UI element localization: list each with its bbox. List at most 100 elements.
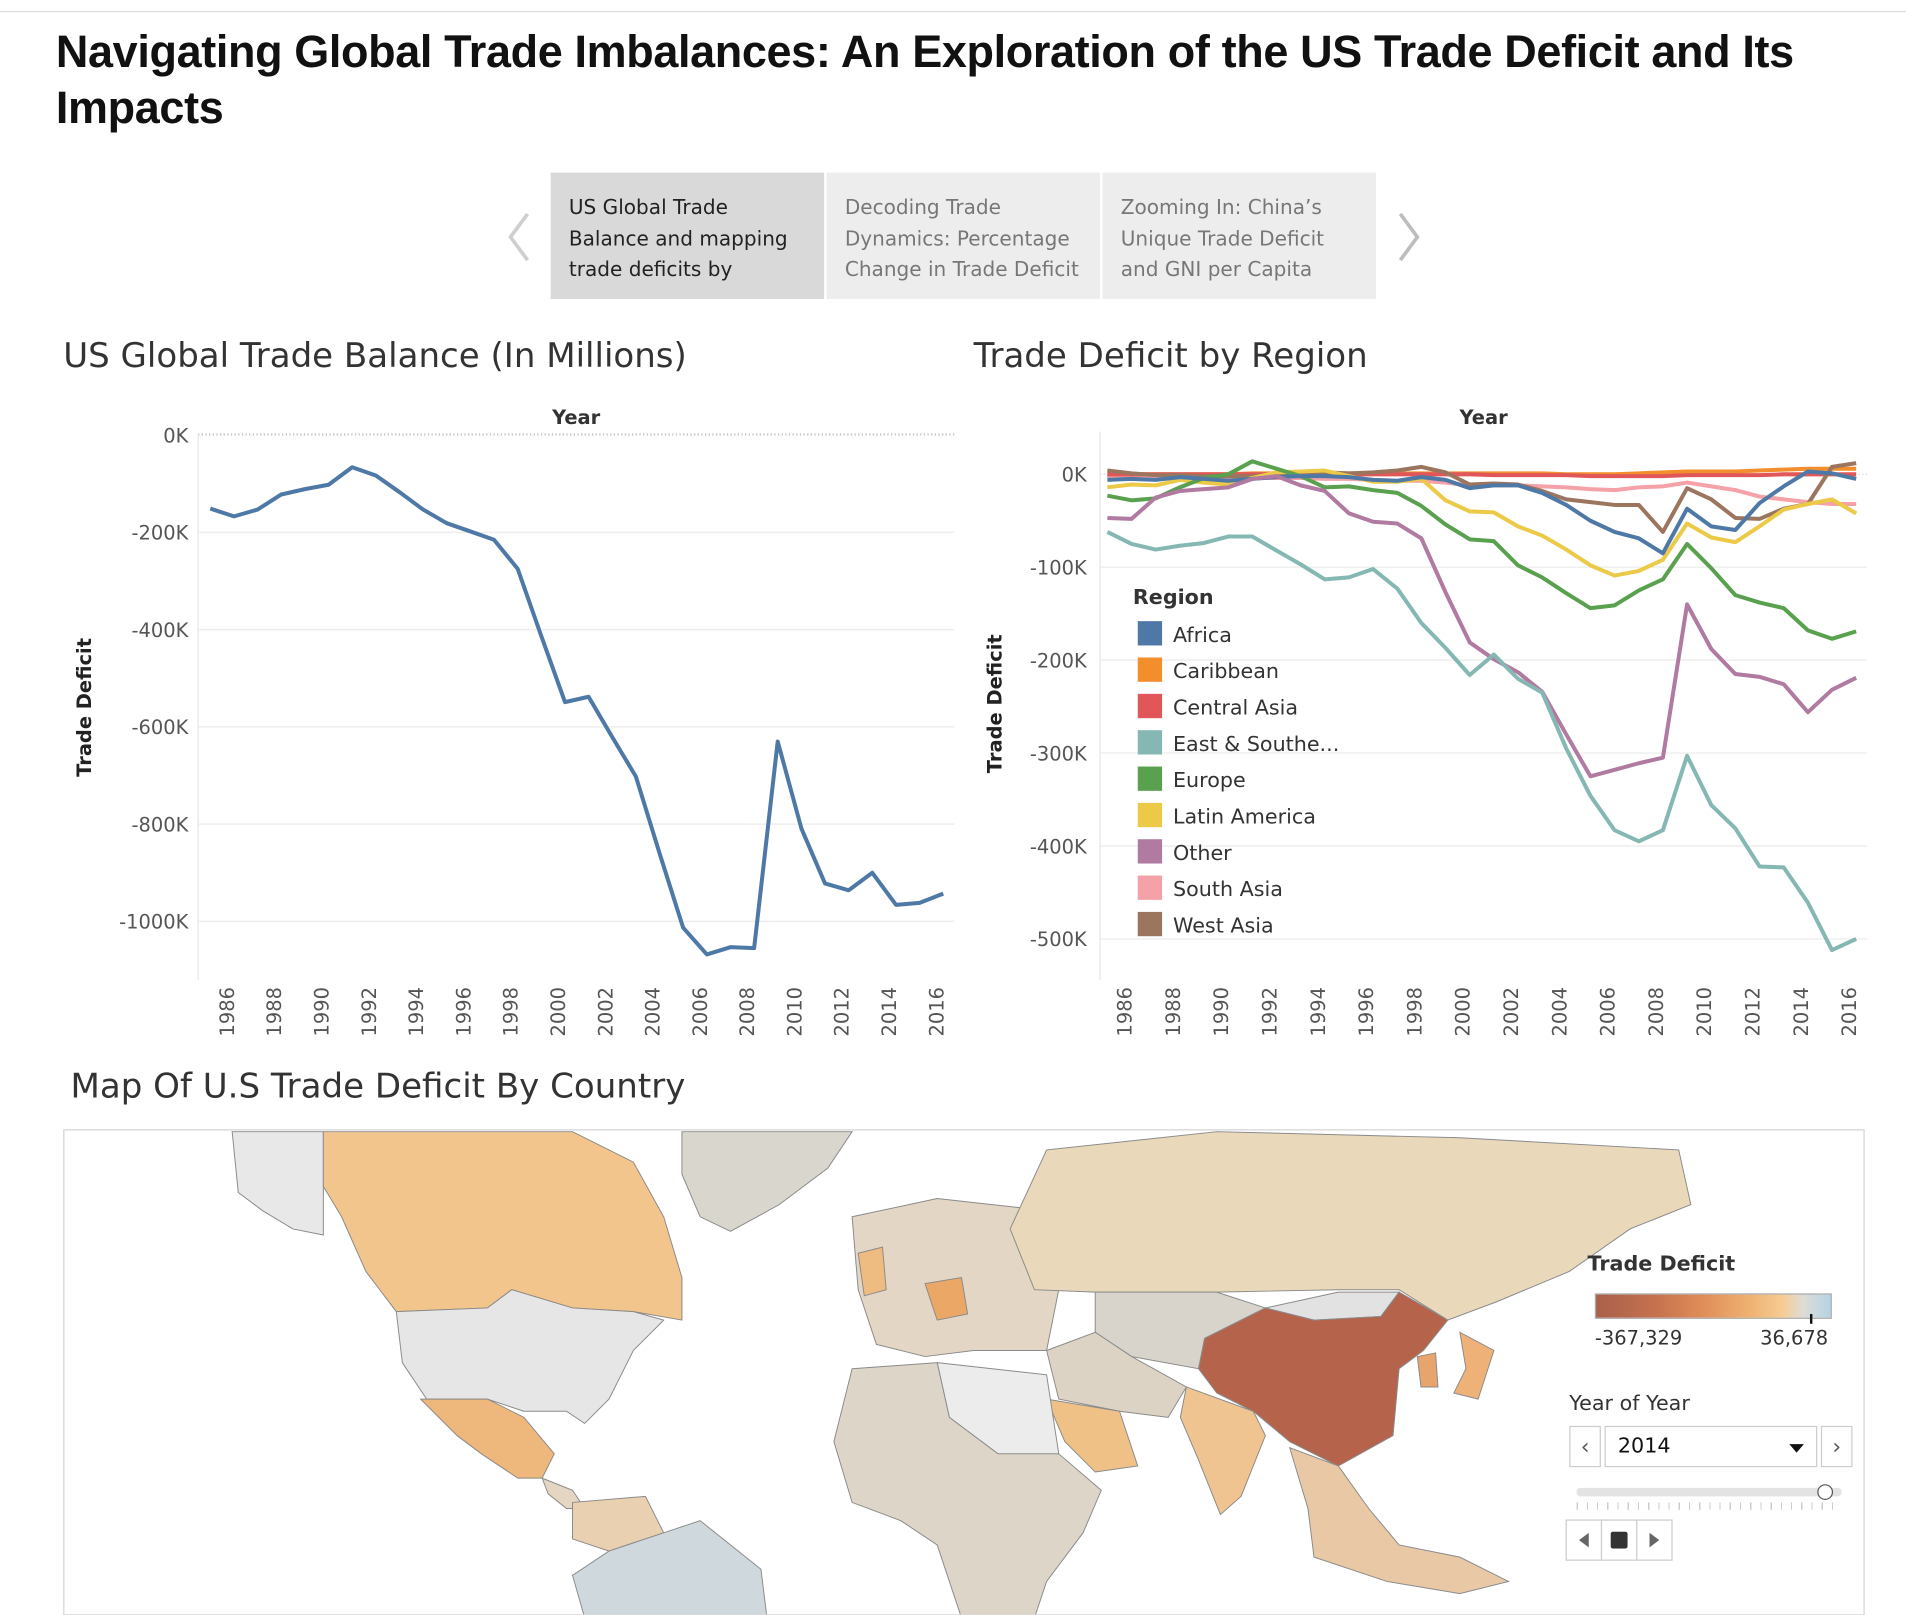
- color-legend-gradient: [1594, 1293, 1832, 1319]
- story-point-label: Decoding Trade Dynamics: Percentage Chan…: [844, 195, 1079, 281]
- x-tick-label: 2008: [1645, 987, 1668, 1036]
- country-south-america[interactable]: [571, 1520, 768, 1615]
- year-slider-ticks: [1576, 1502, 1842, 1510]
- country-canada[interactable]: [322, 1131, 683, 1321]
- y-tick-label: 0K: [163, 424, 189, 447]
- legend-title: Region: [1133, 585, 1214, 609]
- x-tick-label: 1990: [311, 987, 334, 1036]
- legend-label: Central Asia: [1173, 696, 1298, 720]
- x-tick-label: 1986: [216, 987, 239, 1036]
- year-prev-button[interactable]: ‹: [1569, 1425, 1601, 1468]
- series-line-europe: [1106, 459, 1857, 641]
- story-point-3[interactable]: Zooming In: China’s Unique Trade Deficit…: [1102, 172, 1377, 300]
- series-line-east-southe: [1106, 530, 1858, 953]
- country-middle-east[interactable]: [1046, 1331, 1188, 1418]
- x-tick-label: 1988: [1162, 987, 1185, 1036]
- year-slider-thumb[interactable]: [1817, 1484, 1834, 1501]
- legend-swatch: [1137, 730, 1163, 755]
- x-tick-label: 1994: [1307, 987, 1330, 1036]
- color-legend-min: -367,329: [1594, 1326, 1683, 1350]
- series-line-latin-america: [1107, 468, 1858, 578]
- story-prev-button[interactable]: [501, 204, 537, 270]
- x-tick-label: 2014: [1790, 987, 1813, 1036]
- story-next-button[interactable]: [1391, 204, 1427, 270]
- country-uk[interactable]: [857, 1246, 887, 1297]
- x-tick-label: 2002: [594, 987, 617, 1036]
- country-europe[interactable]: [851, 1198, 1060, 1358]
- x-tick-label: 2008: [736, 987, 759, 1036]
- series-line-trade-balance: [209, 465, 945, 957]
- story-point-label: US Global Trade Balance and mapping trad…: [568, 195, 788, 281]
- world-map[interactable]: [64, 1130, 1864, 1615]
- play-forward-button[interactable]: [1636, 1519, 1673, 1561]
- x-tick-label: 2006: [689, 987, 712, 1036]
- legend-swatch: [1137, 802, 1163, 828]
- legend-label: West Asia: [1173, 914, 1274, 938]
- legend-label: Europe: [1173, 768, 1246, 792]
- year-dropdown[interactable]: 2014: [1604, 1425, 1818, 1468]
- country-africa[interactable]: [833, 1362, 1102, 1615]
- stop-button[interactable]: [1600, 1519, 1638, 1561]
- chevron-left-icon: [508, 212, 530, 262]
- color-legend-zero-tick: [1809, 1314, 1813, 1324]
- year-dropdown-value: 2014: [1617, 1434, 1671, 1459]
- legend-swatch: [1137, 693, 1163, 719]
- color-legend-title: Trade Deficit: [1587, 1252, 1736, 1277]
- story-point-label: Zooming In: China’s Unique Trade Deficit…: [1120, 195, 1325, 281]
- page-title: Navigating Global Trade Imbalances: An E…: [55, 26, 1794, 133]
- x-tick-label: 2000: [547, 987, 570, 1036]
- color-legend-max: 36,678: [1760, 1326, 1829, 1350]
- x-tick-label: 2006: [1597, 987, 1620, 1036]
- x-tick-label: 2004: [1548, 987, 1571, 1036]
- legend-label: Caribbean: [1173, 659, 1279, 683]
- country-se-asia[interactable]: [1288, 1446, 1510, 1595]
- x-tick-label: 2000: [1452, 987, 1475, 1036]
- legend-label: Africa: [1173, 623, 1232, 647]
- country-alaska[interactable]: [231, 1131, 324, 1236]
- play-backward-icon: [1579, 1532, 1589, 1548]
- legend-swatch: [1137, 657, 1163, 682]
- chevron-left-icon: ‹: [1580, 1433, 1590, 1460]
- y-tick-label: 0K: [1062, 464, 1088, 487]
- year-slider[interactable]: [1576, 1487, 1842, 1497]
- country-korea[interactable]: [1416, 1352, 1439, 1388]
- year-next-button[interactable]: ›: [1820, 1425, 1853, 1468]
- play-backward-button[interactable]: [1565, 1519, 1603, 1561]
- country-saudi[interactable]: [1045, 1398, 1139, 1473]
- y-tick-label: -400K: [132, 619, 190, 642]
- legend-swatch: [1137, 766, 1163, 791]
- y-tick-label: -400K: [1030, 835, 1088, 858]
- x-tick-label: 1996: [452, 987, 475, 1036]
- x-axis-title: Year: [1458, 406, 1508, 429]
- y-tick-label: -500K: [1030, 928, 1088, 951]
- play-forward-icon: [1649, 1532, 1660, 1548]
- story-point-2[interactable]: Decoding Trade Dynamics: Percentage Chan…: [826, 172, 1101, 300]
- x-tick-label: 1990: [1210, 987, 1233, 1036]
- x-tick-label: 2012: [1742, 987, 1765, 1036]
- chevron-right-icon: ›: [1832, 1433, 1842, 1460]
- country-india[interactable]: [1179, 1386, 1266, 1516]
- region-chart-title: Trade Deficit by Region: [973, 335, 1368, 376]
- legend-swatch: [1137, 911, 1163, 937]
- y-tick-label: -800K: [132, 813, 190, 836]
- map-title: Map Of U.S Trade Deficit By Country: [70, 1066, 686, 1107]
- country-germany[interactable]: [924, 1276, 969, 1321]
- country-china[interactable]: [1198, 1291, 1449, 1467]
- x-tick-label: 2004: [642, 987, 665, 1036]
- legend-label: Other: [1173, 841, 1232, 865]
- x-tick-label: 2016: [925, 987, 948, 1036]
- x-tick-label: 1994: [405, 987, 428, 1036]
- x-tick-label: 2016: [1838, 987, 1861, 1036]
- story-point-1[interactable]: US Global Trade Balance and mapping trad…: [550, 172, 825, 300]
- x-tick-label: 1996: [1355, 987, 1378, 1036]
- country-greenland[interactable]: [681, 1131, 854, 1232]
- country-japan[interactable]: [1453, 1331, 1495, 1400]
- x-tick-label: 2002: [1500, 987, 1523, 1036]
- x-tick-label: 2010: [1693, 987, 1716, 1036]
- y-axis-title: Trade Deficit: [984, 634, 1007, 773]
- caret-down-icon: [1789, 1444, 1804, 1453]
- trade-deficit-map[interactable]: [63, 1129, 1865, 1615]
- x-tick-label: 1992: [1258, 987, 1281, 1036]
- year-filter-label: Year of Year: [1569, 1391, 1690, 1417]
- x-tick-label: 1998: [1403, 987, 1426, 1036]
